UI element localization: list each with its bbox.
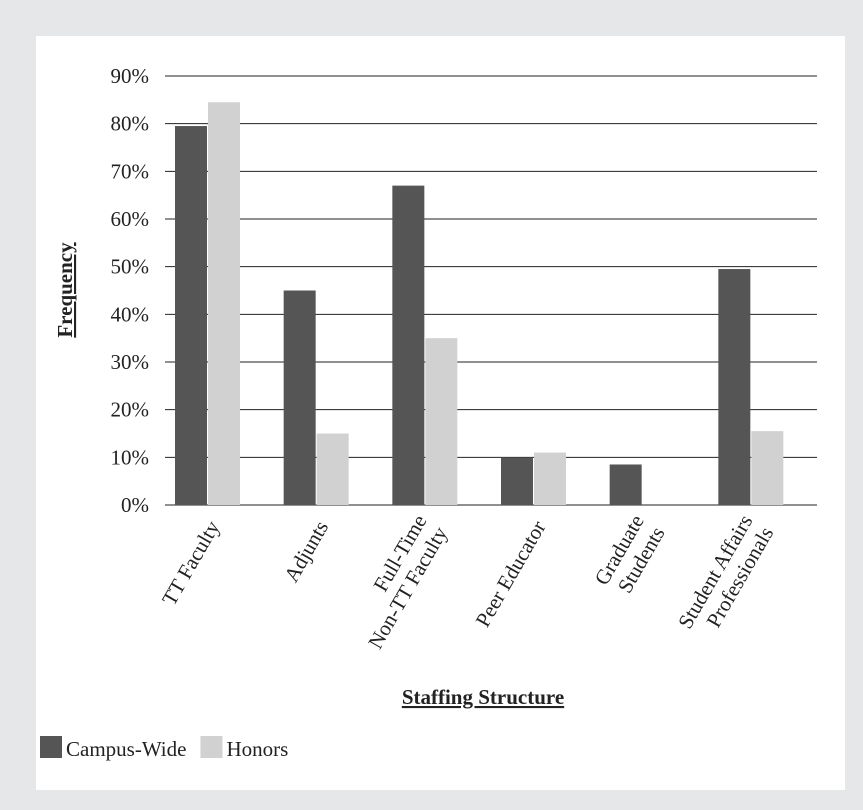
bar bbox=[609, 464, 642, 505]
y-axis-label: Frequency bbox=[53, 242, 77, 338]
bar bbox=[534, 452, 566, 505]
legend-swatch bbox=[200, 736, 223, 758]
y-tick-label: 0% bbox=[121, 493, 149, 517]
x-axis-label: Staffing Structure bbox=[402, 685, 564, 709]
bar bbox=[425, 338, 458, 505]
y-tick-label: 10% bbox=[111, 445, 150, 469]
legend-label: Honors bbox=[226, 737, 288, 761]
y-tick-label: 80% bbox=[111, 112, 150, 136]
bar bbox=[175, 126, 207, 506]
y-tick-label: 70% bbox=[111, 159, 150, 183]
bar bbox=[392, 185, 425, 505]
bar bbox=[751, 431, 784, 505]
y-tick-label: 40% bbox=[111, 302, 150, 326]
y-tick-label: 60% bbox=[111, 207, 150, 231]
bar bbox=[718, 269, 751, 505]
bar bbox=[501, 457, 533, 505]
bar bbox=[316, 433, 349, 505]
y-tick-label: 50% bbox=[111, 255, 150, 279]
bar bbox=[283, 290, 316, 505]
y-tick-label: 20% bbox=[111, 398, 150, 422]
bar bbox=[208, 102, 240, 505]
y-tick-label: 90% bbox=[111, 64, 150, 88]
legend-label: Campus-Wide bbox=[66, 737, 186, 761]
legend-swatch bbox=[40, 736, 62, 758]
y-tick-label: 30% bbox=[111, 350, 150, 374]
